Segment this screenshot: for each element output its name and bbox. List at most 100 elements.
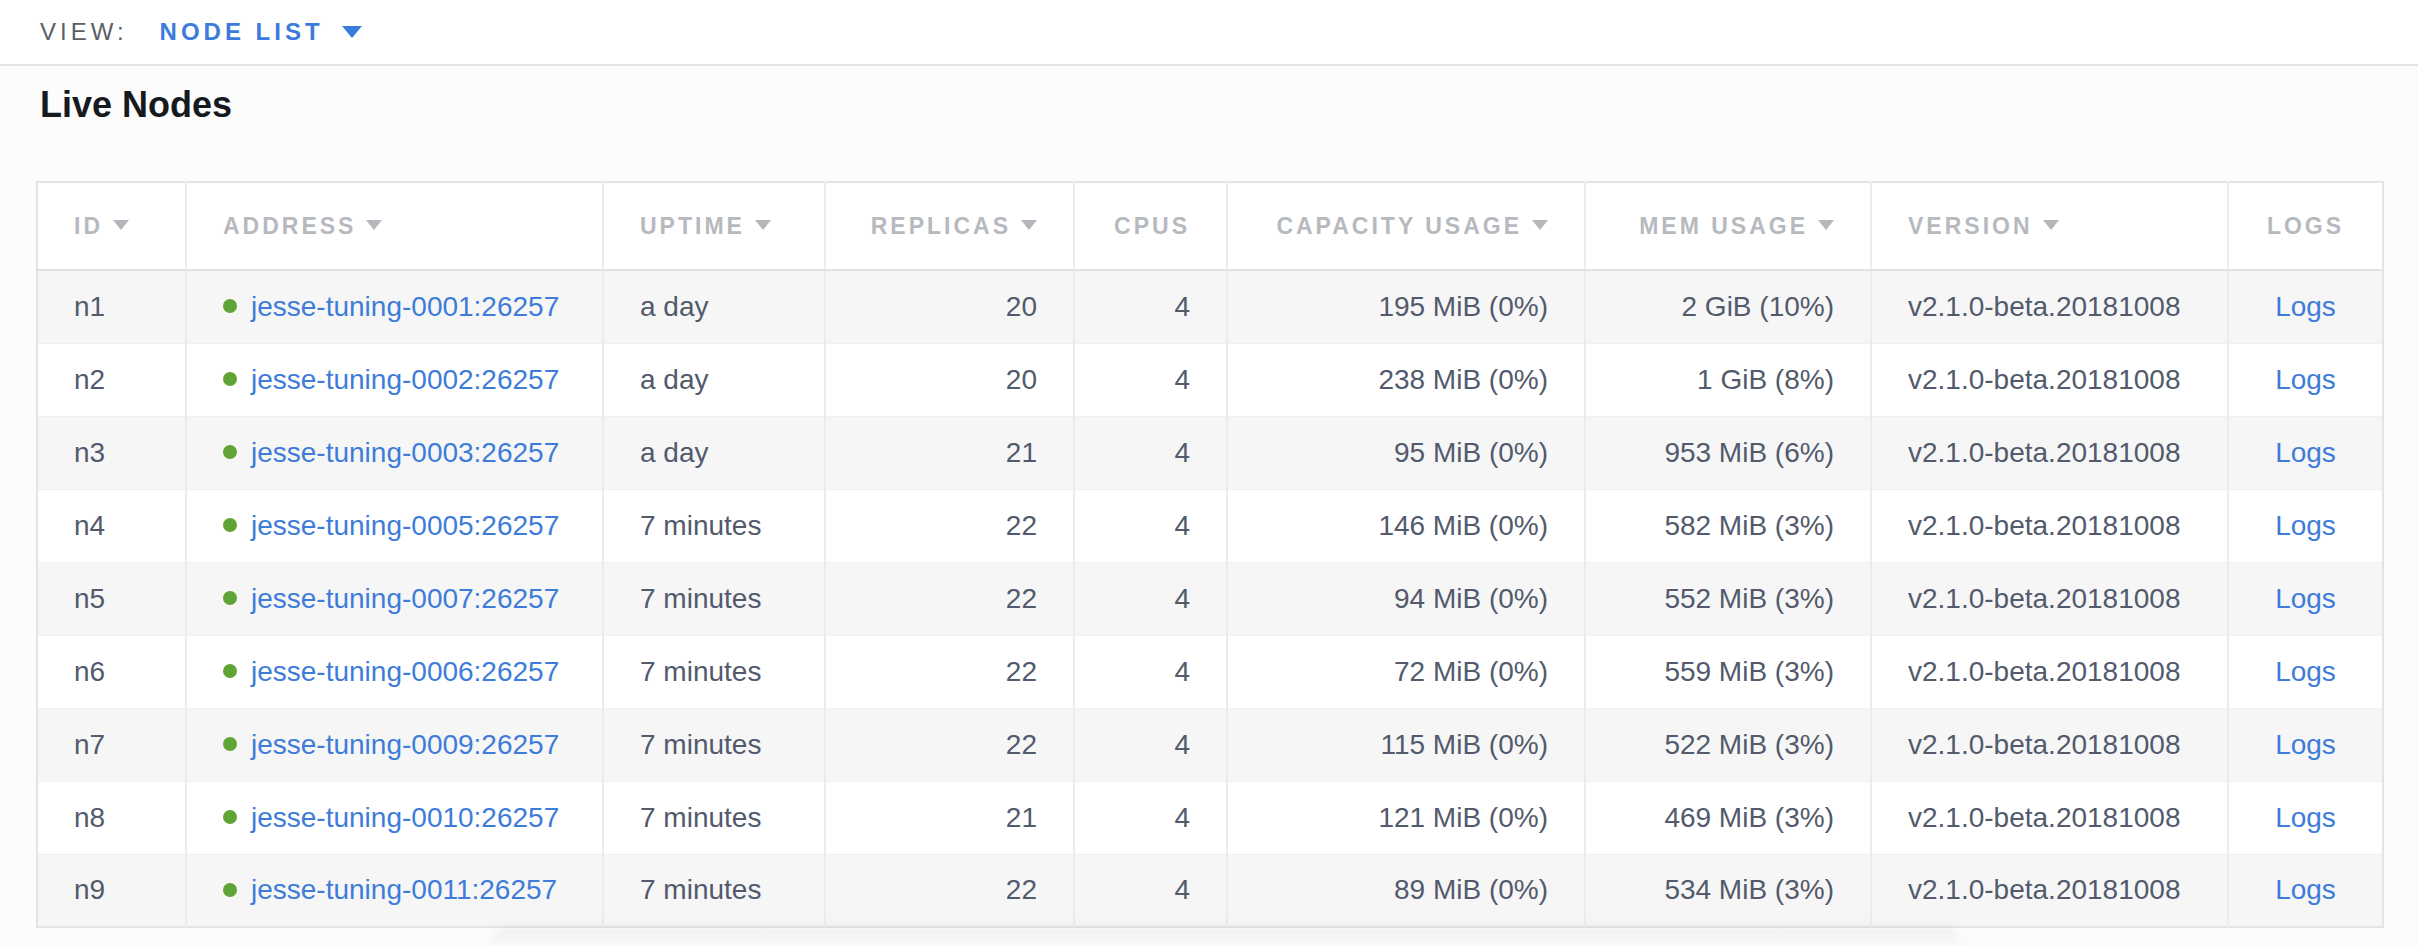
node-address-link[interactable]: jesse-tuning-0007:26257 (251, 583, 559, 614)
cell-replicas: 22 (825, 635, 1074, 708)
node-logs-link[interactable]: Logs (2275, 874, 2336, 905)
column-header-capacity-usage[interactable]: CAPACITY USAGE (1227, 182, 1585, 270)
sort-desc-icon (1021, 220, 1037, 230)
node-address-link[interactable]: jesse-tuning-0002:26257 (251, 364, 559, 395)
node-address-link[interactable]: jesse-tuning-0011:26257 (251, 874, 557, 905)
column-header-mem-usage[interactable]: MEM USAGE (1585, 182, 1871, 270)
cell-capacity-usage: 94 MiB (0%) (1227, 562, 1585, 635)
node-address-link[interactable]: jesse-tuning-0009:26257 (251, 729, 559, 760)
cell-mem-usage: 534 MiB (3%) (1585, 854, 1871, 927)
cell-cpus: 4 (1074, 416, 1227, 489)
cell-capacity-usage: 89 MiB (0%) (1227, 854, 1585, 927)
node-live-status-icon (223, 445, 237, 459)
cell-logs: Logs (2228, 343, 2383, 416)
cell-replicas: 22 (825, 562, 1074, 635)
cell-uptime: a day (603, 416, 825, 489)
cell-cpus: 4 (1074, 562, 1227, 635)
cell-replicas: 20 (825, 343, 1074, 416)
node-logs-link[interactable]: Logs (2275, 729, 2336, 760)
cell-replicas: 22 (825, 489, 1074, 562)
node-logs-link[interactable]: Logs (2275, 802, 2336, 833)
node-logs-link[interactable]: Logs (2275, 364, 2336, 395)
cell-version: v2.1.0-beta.20181008 (1871, 416, 2228, 489)
table-row: n6jesse-tuning-0006:262577 minutes22472 … (37, 635, 2383, 708)
node-live-status-icon (223, 737, 237, 751)
node-live-status-icon (223, 372, 237, 386)
table-row: n7jesse-tuning-0009:262577 minutes224115… (37, 708, 2383, 781)
column-header-label: LOGS (2267, 213, 2344, 239)
node-logs-link[interactable]: Logs (2275, 656, 2336, 687)
node-logs-link[interactable]: Logs (2275, 583, 2336, 614)
cell-id: n6 (37, 635, 186, 708)
live-nodes-table: ID ADDRESS UPTIME REPLICAS CPUS CAPACITY USAG… (36, 181, 2384, 928)
table-header-row: ID ADDRESS UPTIME REPLICAS CPUS CAPACITY USAG… (37, 182, 2383, 270)
node-address-link[interactable]: jesse-tuning-0006:26257 (251, 656, 559, 687)
node-address-link[interactable]: jesse-tuning-0010:26257 (251, 802, 559, 833)
cell-id: n9 (37, 854, 186, 927)
cell-mem-usage: 552 MiB (3%) (1585, 562, 1871, 635)
table-row: n8jesse-tuning-0010:262577 minutes214121… (37, 781, 2383, 854)
column-header-version[interactable]: VERSION (1871, 182, 2228, 270)
node-address-link[interactable]: jesse-tuning-0005:26257 (251, 510, 559, 541)
column-header-label: ADDRESS (223, 213, 356, 239)
cell-logs: Logs (2228, 635, 2383, 708)
node-logs-link[interactable]: Logs (2275, 510, 2336, 541)
cell-cpus: 4 (1074, 708, 1227, 781)
chevron-down-icon (342, 26, 362, 38)
node-logs-link[interactable]: Logs (2275, 291, 2336, 322)
cell-uptime: 7 minutes (603, 781, 825, 854)
node-live-status-icon (223, 518, 237, 532)
sort-desc-icon (366, 220, 382, 230)
node-live-status-icon (223, 810, 237, 824)
column-header-label: CAPACITY USAGE (1276, 213, 1522, 239)
cell-mem-usage: 2 GiB (10%) (1585, 270, 1871, 343)
cell-capacity-usage: 72 MiB (0%) (1227, 635, 1585, 708)
cell-mem-usage: 582 MiB (3%) (1585, 489, 1871, 562)
cell-logs: Logs (2228, 854, 2383, 927)
node-live-status-icon (223, 591, 237, 605)
below-fold-element-shadow (493, 929, 1958, 946)
cell-address: jesse-tuning-0001:26257 (186, 270, 603, 343)
view-selector-value: NODE LIST (160, 18, 324, 46)
column-header-address[interactable]: ADDRESS (186, 182, 603, 270)
cell-capacity-usage: 115 MiB (0%) (1227, 708, 1585, 781)
cell-replicas: 20 (825, 270, 1074, 343)
cell-version: v2.1.0-beta.20181008 (1871, 854, 2228, 927)
cell-mem-usage: 953 MiB (6%) (1585, 416, 1871, 489)
sort-desc-icon (1818, 220, 1834, 230)
column-header-label: REPLICAS (871, 213, 1011, 239)
cell-replicas: 21 (825, 781, 1074, 854)
cell-uptime: 7 minutes (603, 635, 825, 708)
table-row: n1jesse-tuning-0001:26257a day204195 MiB… (37, 270, 2383, 343)
cell-mem-usage: 469 MiB (3%) (1585, 781, 1871, 854)
column-header-uptime[interactable]: UPTIME (603, 182, 825, 270)
cell-cpus: 4 (1074, 270, 1227, 343)
column-header-replicas[interactable]: REPLICAS (825, 182, 1074, 270)
column-header-label: CPUS (1114, 213, 1190, 239)
page-title: Live Nodes (40, 84, 232, 126)
column-header-label: UPTIME (640, 213, 745, 239)
cell-mem-usage: 1 GiB (8%) (1585, 343, 1871, 416)
column-header-logs: LOGS (2228, 182, 2383, 270)
node-logs-link[interactable]: Logs (2275, 437, 2336, 468)
cell-uptime: a day (603, 343, 825, 416)
column-header-id[interactable]: ID (37, 182, 186, 270)
cell-version: v2.1.0-beta.20181008 (1871, 343, 2228, 416)
cell-version: v2.1.0-beta.20181008 (1871, 489, 2228, 562)
cell-logs: Logs (2228, 270, 2383, 343)
cell-version: v2.1.0-beta.20181008 (1871, 781, 2228, 854)
column-header-label: VERSION (1908, 213, 2033, 239)
cell-uptime: a day (603, 270, 825, 343)
cell-id: n2 (37, 343, 186, 416)
node-live-status-icon (223, 883, 237, 897)
node-address-link[interactable]: jesse-tuning-0001:26257 (251, 291, 559, 322)
cell-address: jesse-tuning-0007:26257 (186, 562, 603, 635)
cell-uptime: 7 minutes (603, 854, 825, 927)
cell-address: jesse-tuning-0002:26257 (186, 343, 603, 416)
view-label: VIEW: (40, 18, 128, 46)
cell-replicas: 21 (825, 416, 1074, 489)
cell-address: jesse-tuning-0006:26257 (186, 635, 603, 708)
cell-logs: Logs (2228, 708, 2383, 781)
node-address-link[interactable]: jesse-tuning-0003:26257 (251, 437, 559, 468)
view-selector-dropdown[interactable]: NODE LIST (160, 18, 362, 46)
